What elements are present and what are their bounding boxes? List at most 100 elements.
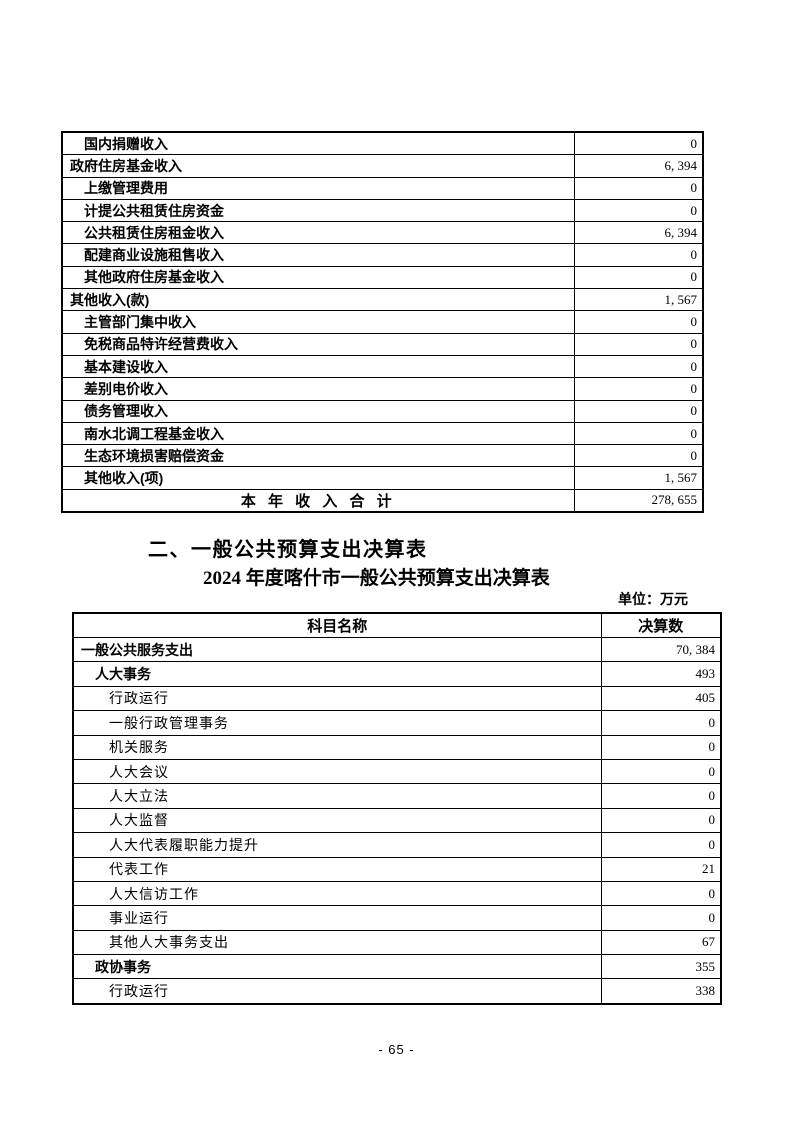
section-heading: 二、一般公共预算支出决算表 <box>148 539 428 561</box>
table-row: 债务管理收入 0 <box>61 399 704 423</box>
table-row: 人大事务 493 <box>72 661 722 687</box>
table-row: 人大代表履职能力提升 0 <box>72 832 722 858</box>
amount-cell: 1, 567 <box>573 288 704 312</box>
subject-cell: 计提公共租赁住房资金 <box>61 198 575 223</box>
amount-cell: 278, 655 <box>573 488 704 513</box>
subject-cell: 配建商业设施租售收入 <box>61 243 575 267</box>
amount-cell: 0 <box>600 905 722 931</box>
amount-cell: 6, 394 <box>573 154 704 178</box>
subject-cell: 其他政府住房基金收入 <box>61 265 575 290</box>
subject-cell: 公共租赁住房租金收入 <box>61 221 575 245</box>
amount-cell: 338 <box>600 978 722 1005</box>
amount-cell: 21 <box>600 856 722 882</box>
table-row: 其他收入(款) 1, 567 <box>61 288 704 312</box>
subject-cell: 事业运行 <box>72 905 602 931</box>
table-row: 政府住房基金收入 6, 394 <box>61 154 704 178</box>
expense-table-title: 2024 年度喀什市一般公共预算支出决算表 <box>203 568 550 589</box>
col-header-subject: 科目名称 <box>72 612 602 638</box>
subject-cell: 人大会议 <box>72 758 602 785</box>
table-row: 其他政府住房基金收入 0 <box>61 265 704 290</box>
amount-cell: 67 <box>600 929 722 956</box>
table-row: 本 年 收 入 合 计 278, 655 <box>61 488 704 513</box>
table-row: 事业运行 0 <box>72 905 722 931</box>
amount-cell: 0 <box>573 243 704 267</box>
subject-cell: 人大代表履职能力提升 <box>72 832 602 858</box>
amount-cell: 0 <box>573 176 704 200</box>
table-row: 生态环境损害赔偿资金 0 <box>61 444 704 468</box>
amount-cell: 0 <box>573 421 704 446</box>
subject-cell: 人大信访工作 <box>72 880 602 907</box>
subject-cell: 政协事务 <box>72 954 602 980</box>
subject-cell: 一般行政管理事务 <box>72 710 602 736</box>
amount-cell: 0 <box>573 399 704 423</box>
subject-cell: 其他收入(款) <box>61 288 575 312</box>
amount-cell: 0 <box>573 198 704 223</box>
table-row: 一般行政管理事务 0 <box>72 710 722 736</box>
table-row: 公共租赁住房租金收入 6, 394 <box>61 221 704 245</box>
amount-cell: 0 <box>573 265 704 290</box>
amount-cell: 0 <box>600 734 722 760</box>
subject-cell: 其他收入(项) <box>61 466 575 490</box>
amount-cell: 355 <box>600 954 722 980</box>
amount-cell: 0 <box>573 444 704 468</box>
amount-cell: 405 <box>600 685 722 712</box>
subject-cell: 本 年 收 入 合 计 <box>61 488 575 513</box>
amount-cell: 0 <box>573 310 704 334</box>
table-row: 人大会议 0 <box>72 758 722 785</box>
table-row: 代表工作 21 <box>72 856 722 882</box>
subject-cell: 债务管理收入 <box>61 399 575 423</box>
subject-cell: 国内捐赠收入 <box>61 131 575 156</box>
amount-cell: 0 <box>600 880 722 907</box>
table-row: 人大监督 0 <box>72 807 722 834</box>
table-row: 一般公共服务支出 70, 384 <box>72 636 722 663</box>
table-row: 计提公共租赁住房资金 0 <box>61 198 704 223</box>
table-row: 主管部门集中收入 0 <box>61 310 704 334</box>
amount-cell: 70, 384 <box>600 636 722 663</box>
amount-cell: 0 <box>573 332 704 356</box>
table-row: 其他收入(项) 1, 567 <box>61 466 704 490</box>
amount-cell: 0 <box>600 758 722 785</box>
subject-cell: 南水北调工程基金收入 <box>61 421 575 446</box>
subject-cell: 人大立法 <box>72 783 602 809</box>
subject-cell: 政府住房基金收入 <box>61 154 575 178</box>
subject-cell: 行政运行 <box>72 978 602 1005</box>
subject-cell: 一般公共服务支出 <box>72 636 602 663</box>
table-row: 差别电价收入 0 <box>61 377 704 401</box>
expense-table: 科目名称 决算数 一般公共服务支出 70, 384 人大事务 493 行政运行 405 一般… <box>72 612 722 1005</box>
subject-cell: 人大监督 <box>72 807 602 834</box>
amount-cell: 0 <box>600 832 722 858</box>
subject-cell: 机关服务 <box>72 734 602 760</box>
subject-cell: 免税商品特许经营费收入 <box>61 332 575 356</box>
table-row: 南水北调工程基金收入 0 <box>61 421 704 446</box>
amount-cell: 0 <box>600 807 722 834</box>
page-number: - 65 - <box>378 1042 415 1057</box>
expense-table-header-row: 科目名称 决算数 <box>72 612 722 638</box>
table-row: 政协事务 355 <box>72 954 722 980</box>
amount-cell: 0 <box>600 710 722 736</box>
table-row: 国内捐赠收入 0 <box>61 131 704 156</box>
amount-cell: 0 <box>573 131 704 156</box>
subject-cell: 行政运行 <box>72 685 602 712</box>
table-row: 行政运行 338 <box>72 978 722 1005</box>
col-header-amount: 决算数 <box>600 612 722 638</box>
table-row: 其他人大事务支出 67 <box>72 929 722 956</box>
amount-cell: 493 <box>600 661 722 687</box>
table-row: 机关服务 0 <box>72 734 722 760</box>
table-row: 行政运行 405 <box>72 685 722 712</box>
amount-cell: 1, 567 <box>573 466 704 490</box>
income-table: 国内捐赠收入 0 政府住房基金收入 6, 394 上缴管理费用 0 计提公共租赁住房资金 0 公… <box>61 131 704 514</box>
amount-cell: 0 <box>573 377 704 401</box>
subject-cell: 其他人大事务支出 <box>72 929 602 956</box>
amount-cell: 0 <box>600 783 722 809</box>
table-row: 人大立法 0 <box>72 783 722 809</box>
table-row: 配建商业设施租售收入 0 <box>61 243 704 267</box>
subject-cell: 基本建设收入 <box>61 354 575 379</box>
table-row: 人大信访工作 0 <box>72 880 722 907</box>
unit-label: 单位：万元 <box>618 591 688 607</box>
table-row: 基本建设收入 0 <box>61 354 704 379</box>
subject-cell: 差别电价收入 <box>61 377 575 401</box>
subject-cell: 生态环境损害赔偿资金 <box>61 444 575 468</box>
amount-cell: 6, 394 <box>573 221 704 245</box>
table-row: 免税商品特许经营费收入 0 <box>61 332 704 356</box>
